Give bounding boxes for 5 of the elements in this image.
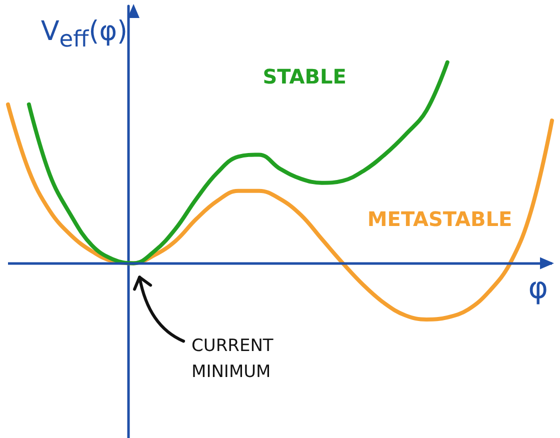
text: CURRENT MINIMUM	[192, 336, 274, 382]
y-axis-title: V$_{eff}$(φ)	[40, 16, 128, 52]
series-label: METASTABLE	[367, 206, 512, 231]
text: STABLE	[262, 64, 346, 88]
x-axis-title: φ	[528, 271, 548, 306]
